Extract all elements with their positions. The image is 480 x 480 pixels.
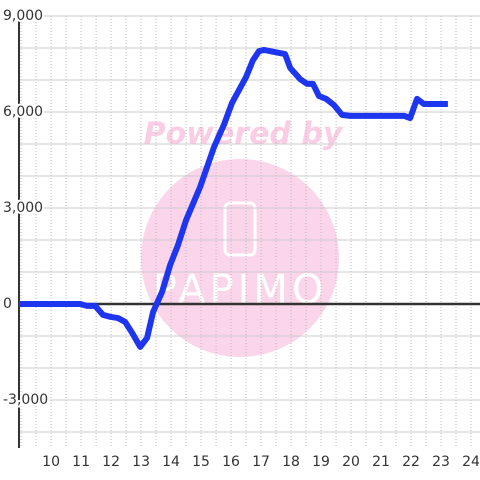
x-tick-label: 21 [372,454,390,470]
x-tick-label: 23 [432,454,450,470]
series-line [19,46,448,350]
x-tick-label: 12 [102,454,120,470]
y-tick-label: 6,000 [3,104,43,120]
x-tick-label: 10 [42,454,60,470]
watermark-logo: PAPIMO [153,267,328,313]
x-tick-label: 18 [282,454,300,470]
watermark-phone [223,201,257,257]
x-tick-label: 16 [222,454,240,470]
y-tick-label: 3,000 [3,200,43,216]
x-tick-label: 15 [192,454,210,470]
y-tick-label: 9,000 [3,8,43,24]
y-tick-label: -3,000 [3,392,48,408]
x-tick-label: 13 [132,454,150,470]
y-tick-label: 0 [3,296,12,312]
x-tick-label: 19 [312,454,330,470]
x-tick-label: 20 [342,454,360,470]
x-tick-label: 14 [162,454,180,470]
x-tick-label: 22 [402,454,420,470]
x-tick-label: 24 [462,454,480,470]
x-tick-label: 17 [252,454,270,470]
watermark-text: Powered by [144,117,344,152]
x-tick-label: 11 [72,454,90,470]
